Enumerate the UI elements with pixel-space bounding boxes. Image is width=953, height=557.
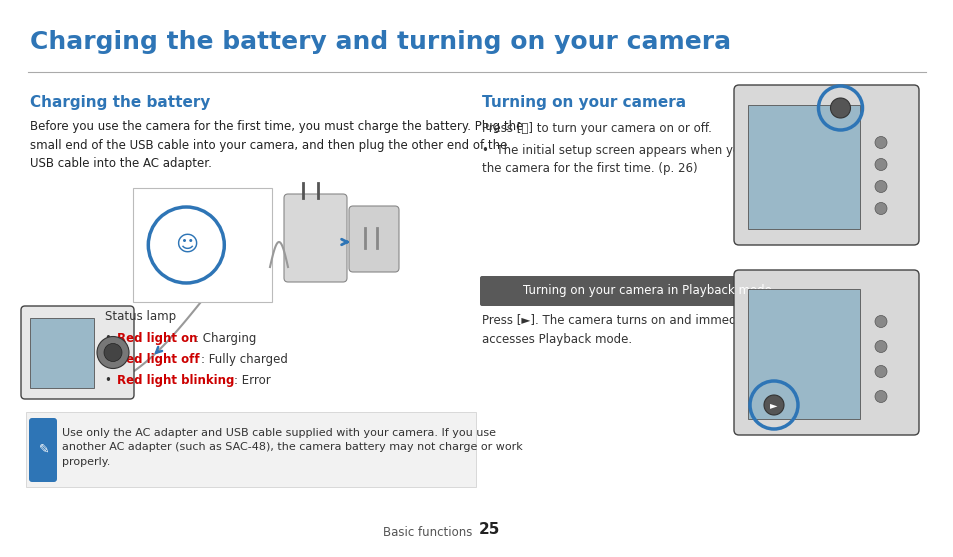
Text: ►: ►	[769, 400, 777, 410]
Text: Red light off: Red light off	[117, 353, 199, 366]
Text: Red light on: Red light on	[117, 332, 197, 345]
Circle shape	[874, 390, 886, 403]
Circle shape	[763, 395, 783, 415]
Circle shape	[874, 203, 886, 214]
Text: Basic functions: Basic functions	[382, 526, 472, 539]
Text: Press [►]. The camera turns on and immediately
accesses Playback mode.: Press [►]. The camera turns on and immed…	[481, 314, 769, 345]
Circle shape	[874, 315, 886, 328]
Text: Red light blinking: Red light blinking	[117, 374, 234, 387]
FancyBboxPatch shape	[29, 418, 57, 482]
Circle shape	[97, 336, 129, 369]
FancyBboxPatch shape	[747, 289, 859, 419]
FancyBboxPatch shape	[733, 270, 918, 435]
FancyBboxPatch shape	[132, 188, 272, 302]
Text: : Error: : Error	[233, 374, 271, 387]
Text: Press [⏻] to turn your camera on or off.: Press [⏻] to turn your camera on or off.	[481, 122, 711, 135]
Text: ✎: ✎	[39, 443, 50, 456]
FancyBboxPatch shape	[733, 85, 918, 245]
Circle shape	[874, 365, 886, 378]
FancyBboxPatch shape	[479, 276, 813, 306]
Text: •: •	[105, 353, 115, 366]
Text: Charging the battery and turning on your camera: Charging the battery and turning on your…	[30, 30, 730, 54]
Text: •: •	[105, 332, 115, 345]
Text: Turning on your camera in Playback mode: Turning on your camera in Playback mode	[522, 285, 771, 297]
Text: Status lamp: Status lamp	[105, 310, 176, 323]
Text: Charging the battery: Charging the battery	[30, 95, 211, 110]
Circle shape	[874, 340, 886, 353]
Text: : Fully charged: : Fully charged	[201, 353, 288, 366]
Circle shape	[874, 180, 886, 193]
Text: Before you use the camera for the first time, you must charge the battery. Plug : Before you use the camera for the first …	[30, 120, 523, 170]
Circle shape	[104, 344, 122, 361]
Text: Turning on your camera: Turning on your camera	[481, 95, 685, 110]
Text: •: •	[105, 374, 115, 387]
Text: •  The initial setup screen appears when you turn on
the camera for the first ti: • The initial setup screen appears when …	[481, 144, 794, 175]
FancyBboxPatch shape	[284, 194, 347, 282]
FancyBboxPatch shape	[21, 306, 133, 399]
Text: Use only the AC adapter and USB cable supplied with your camera. If you use
anot: Use only the AC adapter and USB cable su…	[62, 428, 522, 467]
FancyBboxPatch shape	[26, 412, 476, 487]
Circle shape	[830, 98, 850, 118]
FancyBboxPatch shape	[349, 206, 398, 272]
Text: ☺: ☺	[174, 235, 197, 255]
Text: 25: 25	[478, 522, 500, 537]
Text: : Charging: : Charging	[194, 332, 256, 345]
Circle shape	[874, 159, 886, 170]
Circle shape	[874, 136, 886, 149]
FancyBboxPatch shape	[747, 105, 859, 229]
FancyBboxPatch shape	[30, 318, 94, 388]
